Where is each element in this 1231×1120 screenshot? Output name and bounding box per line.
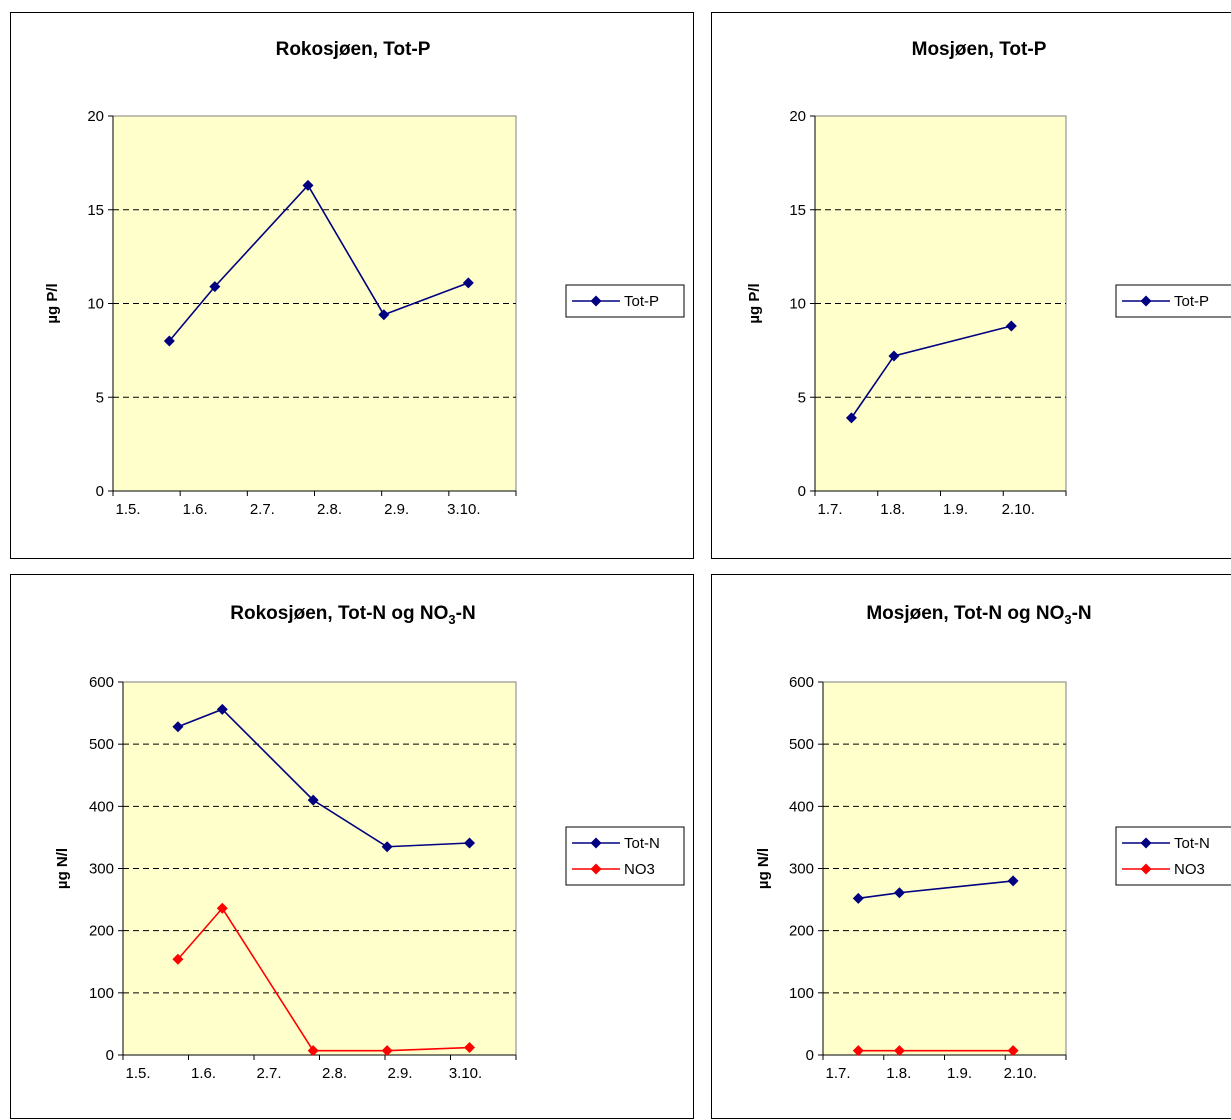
chart-title: Mosjøen, Tot-P — [912, 39, 1047, 60]
x-tick-label: 2.9. — [384, 501, 409, 518]
y-tick-label: 200 — [789, 923, 814, 940]
legend-label: Tot-P — [624, 293, 659, 310]
y-tick-label: 0 — [798, 483, 806, 500]
y-tick-label: 400 — [789, 798, 814, 815]
y-tick-label: 10 — [789, 296, 806, 313]
y-tick-label: 300 — [89, 861, 114, 878]
data-point-tot-n — [172, 721, 184, 733]
data-point-tot-n — [893, 887, 905, 899]
x-tick-label: 1.7. — [825, 1065, 850, 1082]
data-point-no3 — [307, 1045, 319, 1057]
data-point-no3 — [172, 953, 184, 965]
data-point-no3 — [1007, 1045, 1019, 1057]
chart-panel-mosjoen-totp: Mosjøen, Tot-P 0 5 10 15 20 1.7. 1.8. 1.9. 2.10. µ… — [711, 12, 1231, 559]
legend-marker — [1140, 863, 1152, 875]
data-point-tot-p — [163, 335, 175, 347]
x-tick-label: 1.6. — [183, 501, 208, 518]
y-tick-label: 600 — [89, 674, 114, 691]
data-point-no3 — [381, 1045, 393, 1057]
y-tick-label: 10 — [87, 296, 104, 313]
legend-label: Tot-P — [1174, 293, 1209, 310]
chart-rokosjoen-totp: Rokosjøen, Tot-P 0 5 10 15 20 1.5. 1.6. 2.7. 2.8.… — [44, 39, 685, 518]
legend-marker — [1140, 837, 1152, 849]
data-point-tot-p — [209, 281, 221, 293]
legend-label: Tot-N — [624, 835, 660, 852]
chart-title: Mosjøen, Tot-N og NO3-N — [866, 603, 1091, 627]
y-tick-label: 5 — [96, 389, 104, 406]
x-tick-label: 1.5. — [125, 1065, 150, 1082]
y-tick-label: 300 — [789, 861, 814, 878]
legend-label: NO3 — [1174, 861, 1205, 878]
x-tick-label: 2.10. — [1004, 1065, 1037, 1082]
data-point-tot-p — [462, 277, 474, 289]
y-tick-label: 0 — [806, 1047, 814, 1064]
y-tick-label: 0 — [96, 483, 104, 500]
x-tick-label: 2.8. — [317, 501, 342, 518]
y-tick-label: 100 — [89, 985, 114, 1002]
data-point-tot-p — [1005, 320, 1017, 332]
x-tick-label: 1.8. — [886, 1065, 911, 1082]
y-tick-label: 400 — [89, 798, 114, 815]
x-tick-label: 1.9. — [947, 1065, 972, 1082]
legend-marker — [590, 863, 602, 875]
x-tick-label: 1.9. — [943, 501, 968, 518]
chart-mosjoen-totp: Mosjøen, Tot-P 0 5 10 15 20 1.7. 1.8. 1.9. 2.10. µ… — [746, 39, 1231, 518]
x-tick-label: 2.7. — [250, 501, 275, 518]
legend-marker — [1140, 295, 1152, 307]
data-point-tot-n — [381, 841, 393, 853]
x-tick-label: 3.10. — [449, 1065, 482, 1082]
legend-box — [1115, 826, 1231, 886]
y-axis-title: µg N/l — [755, 848, 772, 889]
y-axis-title: µg P/l — [44, 283, 61, 323]
data-point-tot-n — [1007, 875, 1019, 887]
x-tick-label: 1.8. — [880, 501, 905, 518]
data-point-no3 — [464, 1042, 476, 1054]
y-tick-label: 100 — [789, 985, 814, 1002]
data-point-no3 — [216, 902, 228, 914]
chart-mosjoen-totn: Mosjøen, Tot-N og NO3-N 0 100 200 300 400 500 6… — [755, 603, 1231, 1082]
x-tick-label: 2.8. — [322, 1065, 347, 1082]
chart-panel-mosjoen-totn: Mosjøen, Tot-N og NO3-N 0 100 200 300 400 500 6… — [711, 574, 1231, 1119]
data-point-tot-p — [888, 350, 900, 362]
y-axis-title: µg N/l — [54, 848, 71, 889]
data-point-tot-n — [464, 837, 476, 849]
y-tick-label: 600 — [789, 674, 814, 691]
y-tick-label: 20 — [789, 108, 806, 125]
x-tick-label: 3.10. — [447, 501, 480, 518]
data-point-tot-n — [852, 892, 864, 904]
legend-box — [565, 826, 685, 886]
x-tick-label: 1.7. — [817, 501, 842, 518]
legend-marker — [590, 837, 602, 849]
chart-rokosjoen-totn: Rokosjøen, Tot-N og NO3-N 0 100 200 300 400 50… — [54, 603, 685, 1082]
legend-marker — [590, 295, 602, 307]
y-tick-label: 0 — [106, 1047, 114, 1064]
y-tick-label: 200 — [89, 923, 114, 940]
data-point-no3 — [852, 1045, 864, 1057]
data-point-tot-n — [216, 703, 228, 715]
x-tick-label: 2.10. — [1002, 501, 1035, 518]
legend-label: Tot-N — [1174, 835, 1210, 852]
x-tick-label: 2.9. — [387, 1065, 412, 1082]
data-point-tot-p — [302, 179, 314, 191]
y-tick-label: 15 — [87, 202, 104, 219]
y-tick-label: 500 — [89, 736, 114, 753]
chart-panel-rokosjoen-totp: Rokosjøen, Tot-P 0 5 10 15 20 1.5. 1.6. 2.7. 2.8.… — [10, 12, 694, 559]
y-tick-label: 15 — [789, 202, 806, 219]
data-point-tot-n — [307, 794, 319, 806]
y-axis-title: µg P/l — [746, 283, 763, 323]
chart-title: Rokosjøen, Tot-N og NO3-N — [230, 603, 475, 627]
chart-title: Rokosjøen, Tot-P — [276, 39, 431, 60]
y-tick-label: 5 — [798, 389, 806, 406]
data-point-tot-p — [845, 412, 857, 424]
x-tick-label: 1.6. — [191, 1065, 216, 1082]
chart-panel-rokosjoen-totn: Rokosjøen, Tot-N og NO3-N 0 100 200 300 400 50… — [10, 574, 694, 1119]
data-point-no3 — [893, 1045, 905, 1057]
y-tick-label: 500 — [789, 736, 814, 753]
x-tick-label: 2.7. — [256, 1065, 281, 1082]
x-tick-label: 1.5. — [115, 501, 140, 518]
y-tick-label: 20 — [87, 108, 104, 125]
legend-label: NO3 — [624, 861, 655, 878]
data-point-tot-p — [378, 309, 390, 321]
